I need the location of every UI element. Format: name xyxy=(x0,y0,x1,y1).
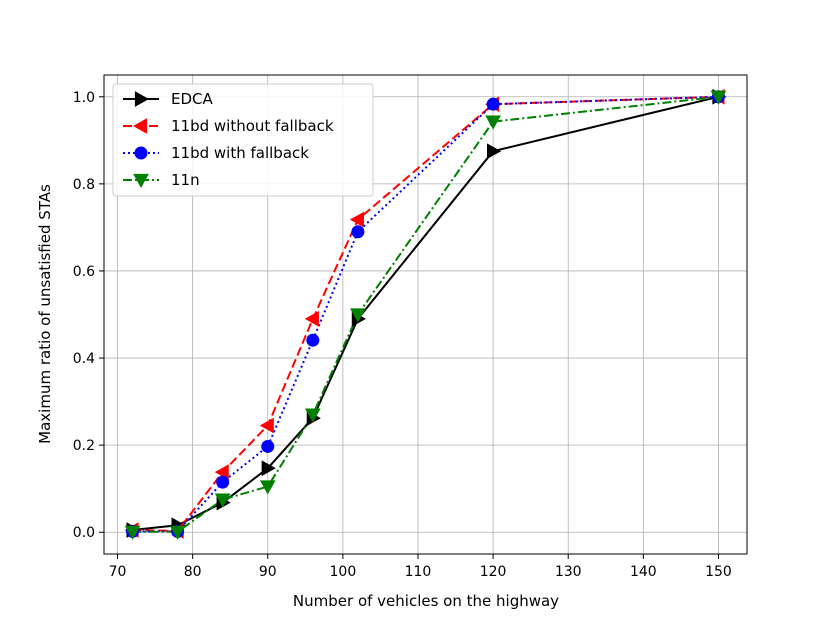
legend-label: 11n xyxy=(171,171,200,189)
legend-swatch-marker xyxy=(134,91,150,107)
data-point-3-2 xyxy=(214,493,231,508)
legend-box xyxy=(112,83,374,197)
x-tick-label: 140 xyxy=(630,564,657,580)
x-axis-ticks: 70 80 90 100 110 120 130 140 150 xyxy=(109,554,732,580)
y-tick-label: 0.8 xyxy=(73,177,95,193)
y-tick-label: 0.0 xyxy=(73,525,95,541)
x-tick-label: 80 xyxy=(184,564,202,580)
x-axis-label: Number of vehicles on the highway xyxy=(293,592,559,610)
data-point-0-6 xyxy=(487,143,502,160)
data-point-2-2 xyxy=(216,475,230,489)
x-tick-label: 70 xyxy=(109,564,127,580)
data-point-3-5 xyxy=(350,308,366,323)
data-point-3-0 xyxy=(124,525,141,540)
x-tick-label: 130 xyxy=(555,564,582,580)
data-point-3-7 xyxy=(710,90,727,105)
y-axis-ticks: 0.0 0.2 0.4 0.6 0.8 1.0 xyxy=(73,90,104,541)
data-point-1-5 xyxy=(349,211,364,228)
y-tick-label: 1.0 xyxy=(73,90,95,106)
data-point-0-3 xyxy=(261,460,276,477)
series-lines xyxy=(132,95,719,533)
y-tick-label: 0.6 xyxy=(73,264,95,280)
series-line-1 xyxy=(132,95,719,532)
legend-label: 11bd without fallback xyxy=(171,117,334,135)
y-tick-label: 0.2 xyxy=(73,438,95,454)
x-tick-label: 100 xyxy=(330,564,357,580)
data-point-3-3 xyxy=(259,480,276,495)
data-point-1-4 xyxy=(304,311,319,327)
legend-label: 11bd with fallback xyxy=(171,144,309,162)
x-tick-label: 150 xyxy=(705,564,732,580)
x-tick-label: 90 xyxy=(259,564,277,580)
series-markers xyxy=(124,88,727,540)
series-line-2 xyxy=(132,95,719,533)
legend-label: EDCA xyxy=(171,90,214,108)
data-point-2-5 xyxy=(351,225,365,239)
data-point-2-4 xyxy=(306,333,320,347)
legend-swatch-marker xyxy=(134,146,148,160)
y-tick-label: 0.4 xyxy=(73,351,95,367)
data-point-3-6 xyxy=(485,115,501,130)
data-point-3-1 xyxy=(169,525,186,540)
data-point-1-2 xyxy=(214,464,229,480)
data-point-1-3 xyxy=(259,417,274,434)
data-point-3-4 xyxy=(304,408,321,423)
data-point-2-6 xyxy=(486,97,500,111)
x-tick-label: 120 xyxy=(480,564,507,580)
legend-swatch-marker xyxy=(132,118,148,134)
y-axis-label: Maximum ratio of unsatisfied STAs xyxy=(36,184,54,444)
x-tick-label: 110 xyxy=(405,564,432,580)
legend: EDCA 11bd without fallback 11bd with fallb… xyxy=(112,83,374,197)
data-point-2-3 xyxy=(261,439,275,453)
series-line-3 xyxy=(132,95,719,533)
plot-frame xyxy=(103,74,748,555)
legend-swatch-marker xyxy=(133,173,149,189)
